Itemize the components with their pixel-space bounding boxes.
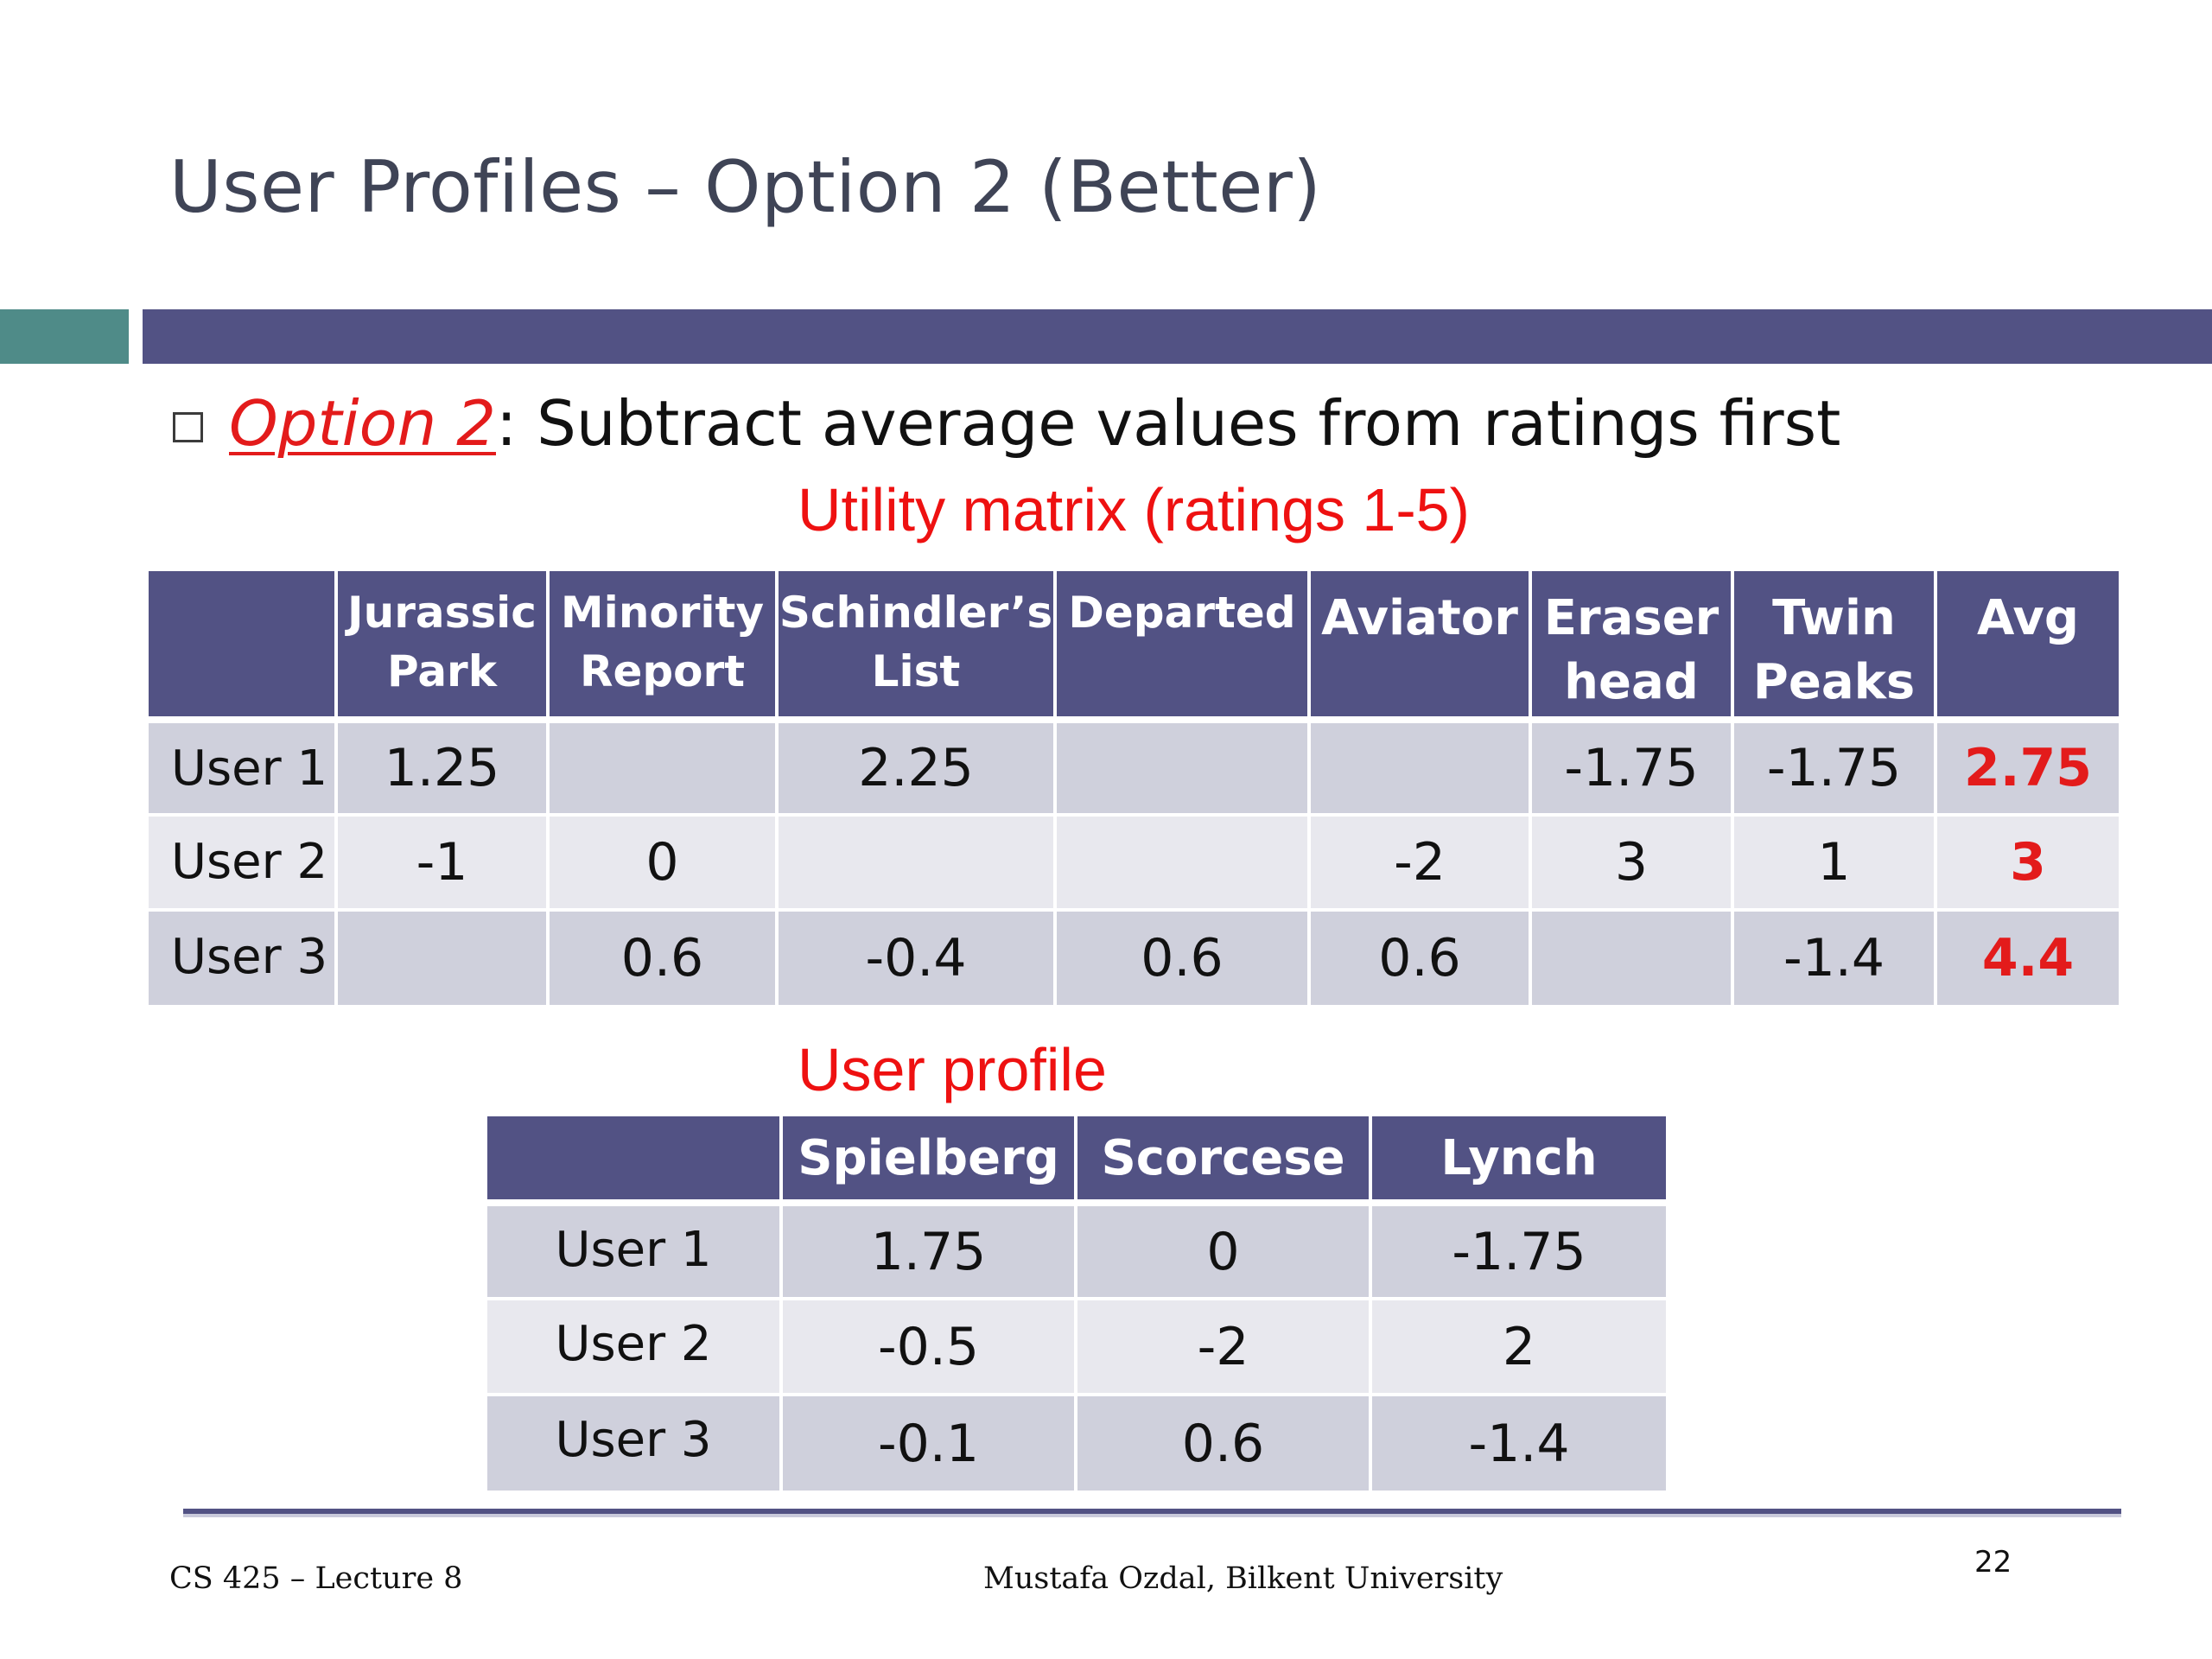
rating-cell xyxy=(1053,813,1309,910)
header-corner xyxy=(487,1116,781,1206)
rating-cell xyxy=(1307,718,1530,815)
rating-cell xyxy=(1529,908,1732,1005)
row-label: User 1 xyxy=(487,1201,781,1299)
bullet-item: Option 2: Subtract average values from r… xyxy=(173,387,1840,460)
row-label: User 2 xyxy=(487,1297,781,1395)
profile-cell: 0.6 xyxy=(1074,1393,1370,1491)
row-label: User 2 xyxy=(149,813,336,910)
rating-cell: 1 xyxy=(1731,813,1936,910)
table-row: User 2 -0.5 -2 2 xyxy=(487,1297,1666,1395)
row-label: User 3 xyxy=(487,1393,781,1491)
rating-cell: 0 xyxy=(546,813,777,910)
row-label: User 1 xyxy=(149,718,336,815)
rating-cell: 3 xyxy=(1529,813,1732,910)
avg-cell: 3 xyxy=(1934,813,2119,910)
profile-cell: -1.75 xyxy=(1369,1201,1666,1299)
profile-header-row: Spielberg Scorcese Lynch xyxy=(487,1116,1666,1206)
page-number: 22 xyxy=(1974,1545,2012,1580)
rating-cell: -1 xyxy=(334,813,548,910)
profile-cell: -0.1 xyxy=(779,1393,1076,1491)
rating-cell: -1.4 xyxy=(1731,908,1936,1005)
utility-matrix-table: Jurassic Park Minority Report Schindler’s L… xyxy=(149,571,2119,1005)
header-cell: Jurassic Park xyxy=(334,571,548,723)
footer-course: CS 425 – Lecture 8 xyxy=(169,1561,463,1596)
table-row: User 1 1.75 0 -1.75 xyxy=(487,1201,1666,1299)
header-cell: Eraser head xyxy=(1529,571,1732,723)
footer-author: Mustafa Ozdal, Bilkent University xyxy=(983,1561,1503,1596)
header-cell: Spielberg xyxy=(779,1116,1076,1206)
slide-title: User Profiles – Option 2 (Better) xyxy=(169,145,1322,229)
rating-cell: 1.25 xyxy=(334,718,548,815)
header-corner xyxy=(149,571,336,723)
rating-cell xyxy=(1053,718,1309,815)
accent-bar-navy xyxy=(143,309,2212,364)
rating-cell: 2.25 xyxy=(775,718,1055,815)
utility-matrix-caption: Utility matrix (ratings 1-5) xyxy=(798,476,1470,543)
profile-cell: -2 xyxy=(1074,1297,1370,1395)
table-row: User 2 -1 0 -2 3 1 3 xyxy=(149,813,2119,910)
table-row: User 3 -0.1 0.6 -1.4 xyxy=(487,1393,1666,1491)
header-cell: Departed xyxy=(1053,571,1309,723)
profile-cell: 2 xyxy=(1369,1297,1666,1395)
header-cell: Minority Report xyxy=(546,571,777,723)
avg-cell: 2.75 xyxy=(1934,718,2119,815)
user-profile-table: Spielberg Scorcese Lynch User 1 1.75 0 -… xyxy=(487,1116,1666,1491)
user-profile-caption: User profile xyxy=(798,1036,1107,1103)
header-cell: Scorcese xyxy=(1074,1116,1370,1206)
rating-cell: -1.75 xyxy=(1731,718,1936,815)
rating-cell xyxy=(334,908,548,1005)
row-label: User 3 xyxy=(149,908,336,1005)
footer-divider xyxy=(183,1509,2121,1517)
rating-cell: -1.75 xyxy=(1529,718,1732,815)
rating-cell: 0.6 xyxy=(546,908,777,1005)
rating-cell xyxy=(546,718,777,815)
rating-cell: -0.4 xyxy=(775,908,1055,1005)
square-bullet-icon xyxy=(173,411,203,442)
rating-cell: -2 xyxy=(1307,813,1530,910)
header-cell: Lynch xyxy=(1369,1116,1666,1206)
avg-cell: 4.4 xyxy=(1934,908,2119,1005)
bullet-text: : Subtract average values from ratings f… xyxy=(496,387,1841,460)
table-row: User 3 0.6 -0.4 0.6 0.6 -1.4 4.4 xyxy=(149,908,2119,1005)
rating-cell xyxy=(775,813,1055,910)
rating-cell: 0.6 xyxy=(1053,908,1309,1005)
profile-cell: -0.5 xyxy=(779,1297,1076,1395)
header-cell-avg: Avg xyxy=(1934,571,2119,723)
profile-cell: 1.75 xyxy=(779,1201,1076,1299)
header-cell: Twin Peaks xyxy=(1731,571,1936,723)
utility-header-row: Jurassic Park Minority Report Schindler’s L… xyxy=(149,571,2119,723)
accent-bar-teal xyxy=(0,309,129,364)
header-cell: Aviator xyxy=(1307,571,1530,723)
profile-cell: -1.4 xyxy=(1369,1393,1666,1491)
table-row: User 1 1.25 2.25 -1.75 -1.75 2.75 xyxy=(149,718,2119,815)
rating-cell: 0.6 xyxy=(1307,908,1530,1005)
header-cell: Schindler’s List xyxy=(775,571,1055,723)
bullet-emphasis: Option 2 xyxy=(229,387,496,460)
profile-cell: 0 xyxy=(1074,1201,1370,1299)
